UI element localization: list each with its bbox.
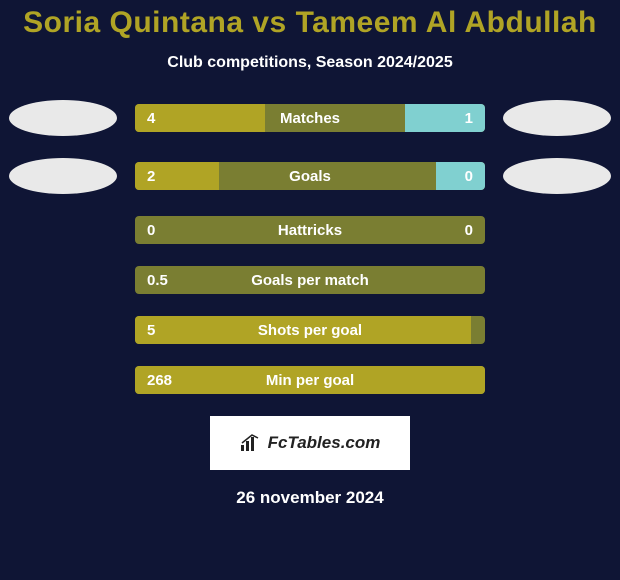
brand-badge: FcTables.com [210,416,410,470]
stat-label: Goals [135,162,485,190]
stat-bar: 268Min per goal [135,366,485,394]
stat-row: 00Hattricks [0,216,620,244]
stat-label: Matches [135,104,485,132]
left-avatar [9,158,117,194]
left-avatar [9,100,117,136]
subtitle: Club competitions, Season 2024/2025 [0,54,620,72]
stat-row: 20Goals [0,158,620,194]
stat-bar: 00Hattricks [135,216,485,244]
chart-icon [240,434,262,452]
stat-row: 5Shots per goal [0,316,620,344]
stat-label: Hattricks [135,216,485,244]
stats-list: 41Matches 20Goals 00Hattricks 0.5Goals per … [0,100,620,394]
date-text: 26 november 2024 [0,488,620,508]
right-avatar [503,158,611,194]
right-avatar [503,100,611,136]
page-title: Soria Quintana vs Tameem Al Abdullah [0,6,620,40]
stat-label: Min per goal [135,366,485,394]
brand-text: FcTables.com [268,433,381,453]
comparison-infographic: Soria Quintana vs Tameem Al Abdullah Clu… [0,0,620,508]
stat-row: 268Min per goal [0,366,620,394]
stat-row: 0.5Goals per match [0,266,620,294]
stat-bar: 20Goals [135,162,485,190]
stat-label: Shots per goal [135,316,485,344]
stat-row: 41Matches [0,100,620,136]
stat-label: Goals per match [135,266,485,294]
stat-bar: 0.5Goals per match [135,266,485,294]
stat-bar: 5Shots per goal [135,316,485,344]
stat-bar: 41Matches [135,104,485,132]
